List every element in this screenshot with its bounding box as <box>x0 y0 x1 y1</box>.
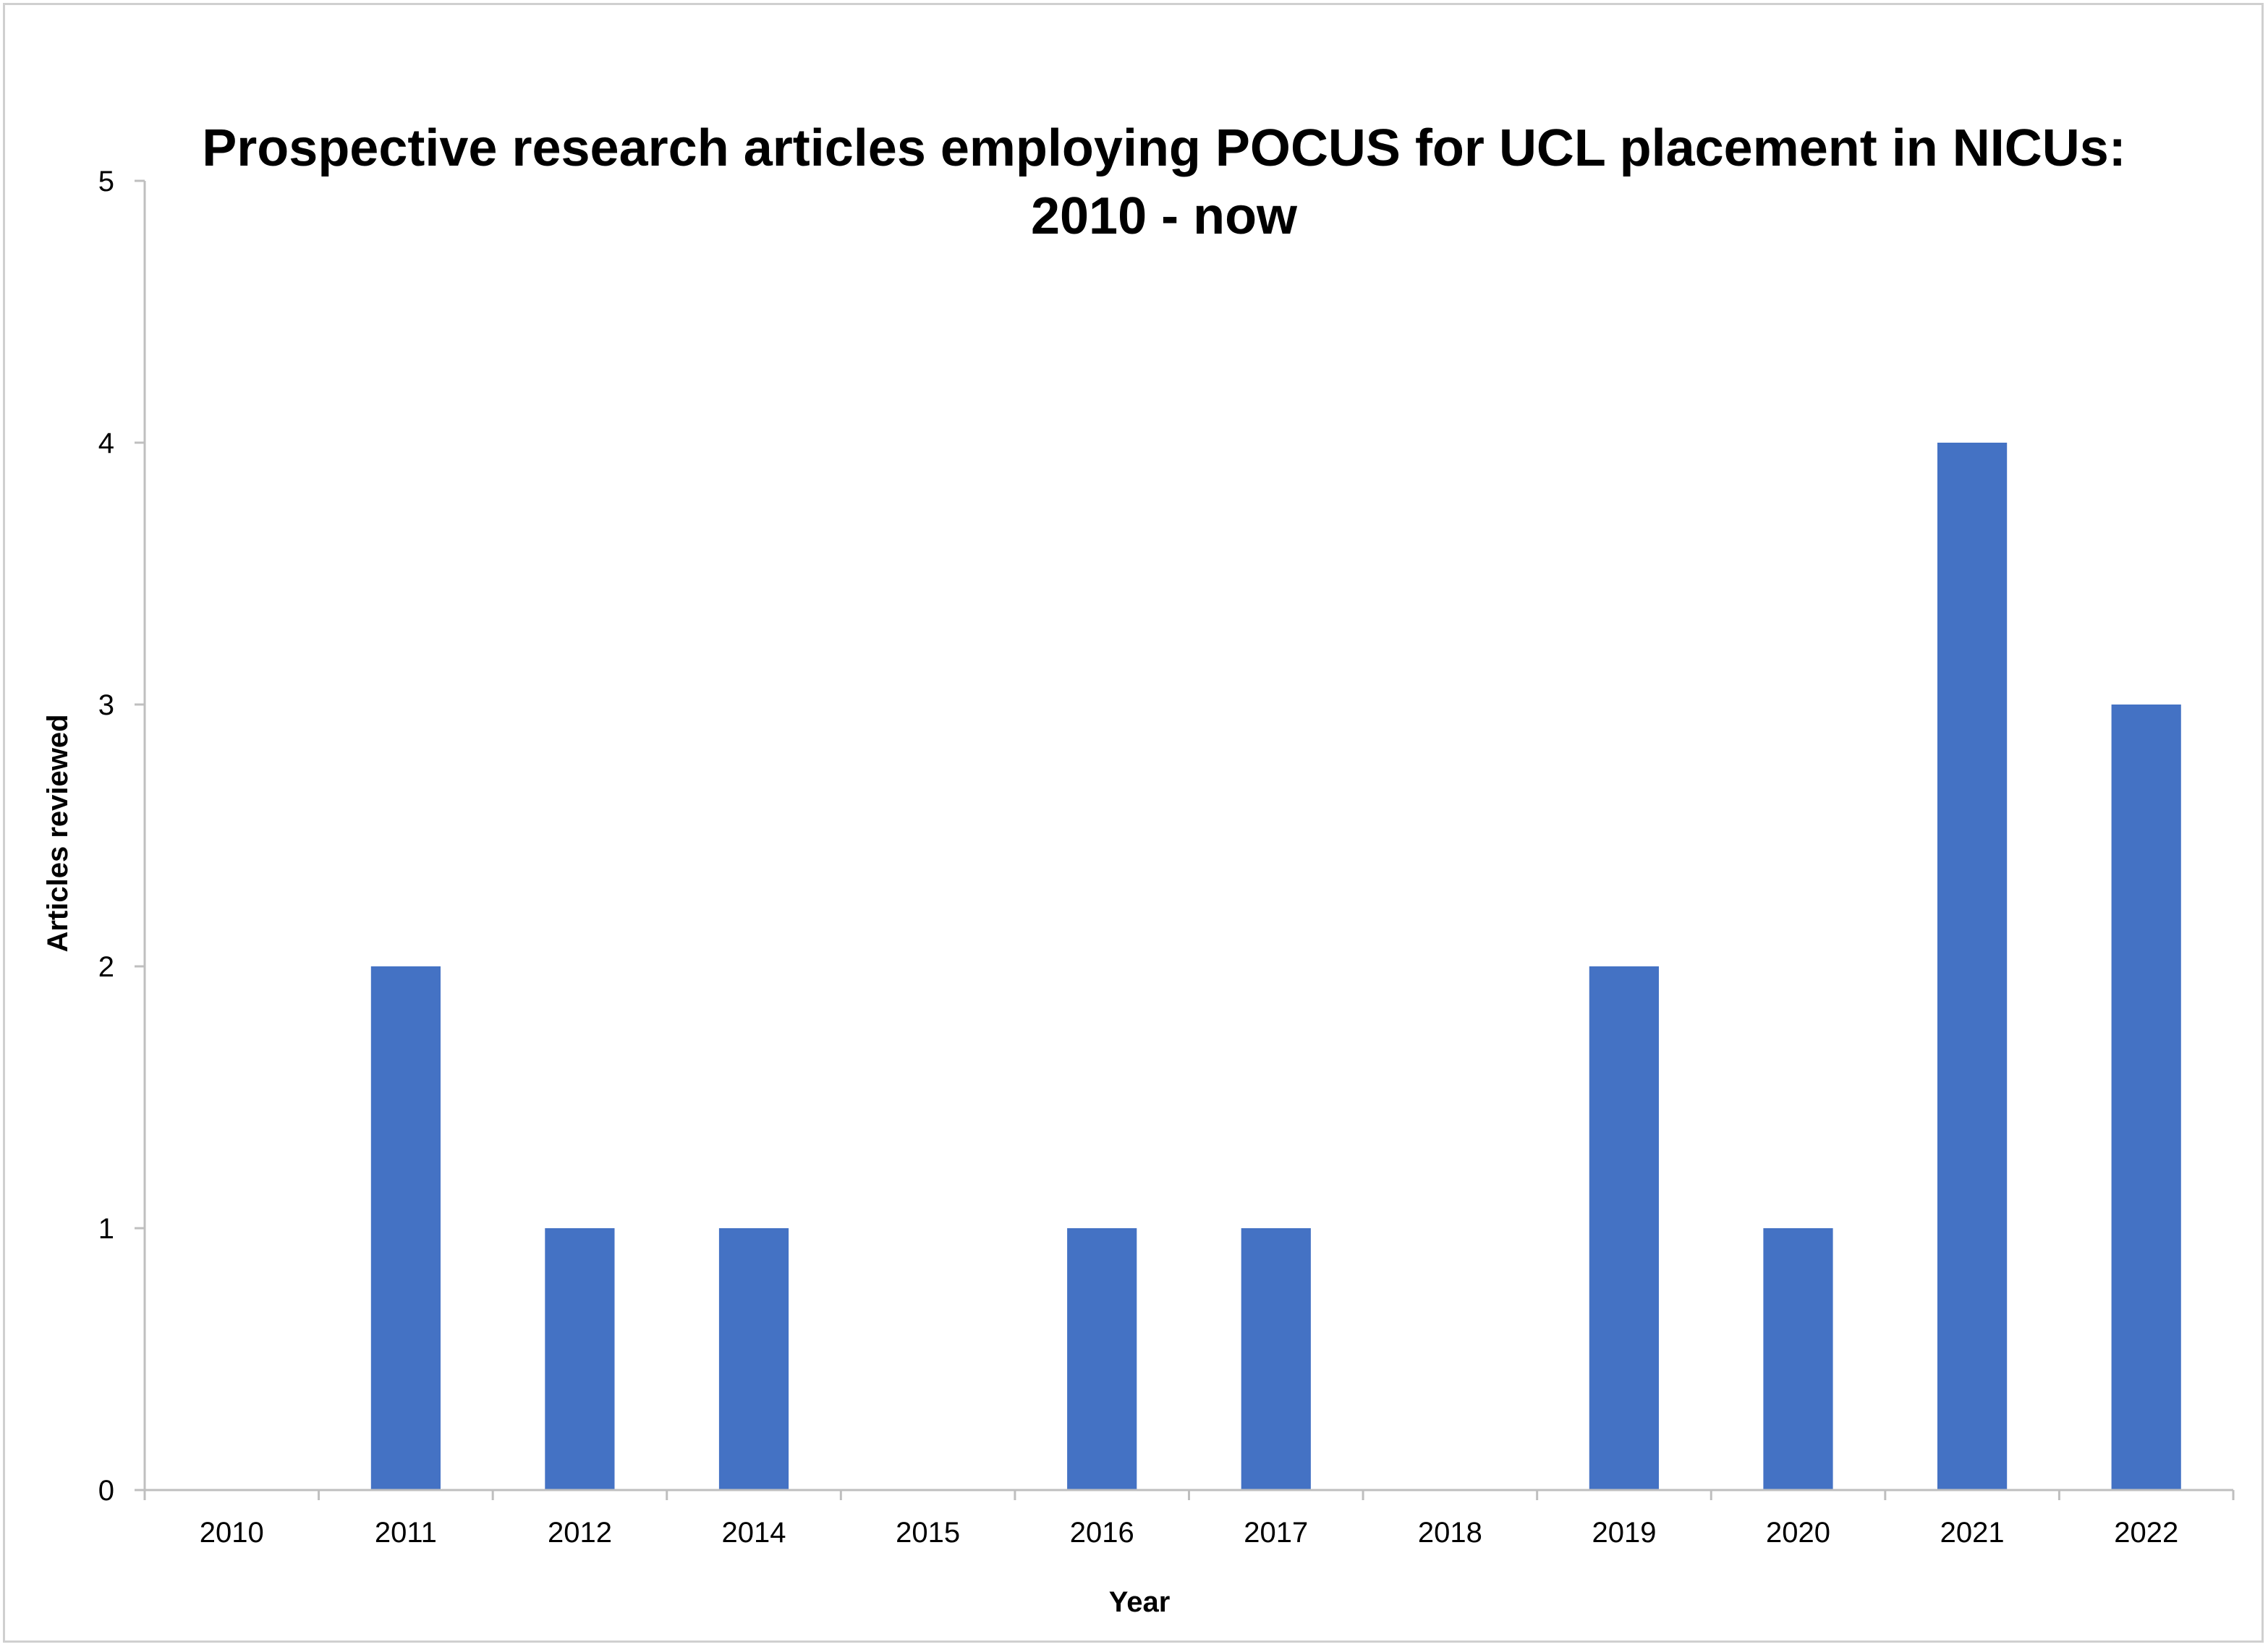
y-tick-label-5: 5 <box>98 166 114 197</box>
x-tick-label-2018: 2018 <box>1418 1517 1482 1549</box>
bar-2019 <box>1589 966 1659 1490</box>
plot-area: 0 1 2 3 4 5 2010 2011 2012 2014 2015 2016 2017 2018 20… <box>98 166 2235 1549</box>
bar-2021 <box>1937 443 2008 1490</box>
y-tick-label-1: 1 <box>98 1213 114 1245</box>
x-tick-label-2014: 2014 <box>722 1517 786 1549</box>
y-axis-title: Articles reviewed <box>42 714 74 952</box>
x-tick-label-2020: 2020 <box>1766 1517 1830 1549</box>
x-tick-label-2017: 2017 <box>1244 1517 1308 1549</box>
bar-2017 <box>1241 1228 1311 1490</box>
bar-2016 <box>1067 1228 1137 1490</box>
y-tick-label-3: 3 <box>98 689 114 721</box>
chart-title-line-2: 2010 - now <box>1031 187 1298 245</box>
bar-2011 <box>370 966 441 1490</box>
chart-title-line-1: Prospective research articles employing … <box>202 119 2126 177</box>
x-tick-label-2022: 2022 <box>2114 1517 2178 1549</box>
bar-chart: Prospective research articles employing … <box>42 119 2235 1618</box>
y-tick-label-0: 0 <box>98 1475 114 1507</box>
x-tick-label-2012: 2012 <box>548 1517 612 1549</box>
x-tick-label-2016: 2016 <box>1070 1517 1134 1549</box>
x-tick-label-2019: 2019 <box>1592 1517 1656 1549</box>
x-tick-label-2010: 2010 <box>200 1517 264 1549</box>
bar-2022 <box>2111 705 2181 1490</box>
y-tick-label-4: 4 <box>98 427 114 459</box>
chart-frame: Prospective research articles employing … <box>3 3 2264 1643</box>
x-tick-label-2021: 2021 <box>1940 1517 2005 1549</box>
x-axis-title: Year <box>1109 1586 1171 1618</box>
bar-2020 <box>1763 1228 1833 1490</box>
y-tick-label-2: 2 <box>98 951 114 983</box>
bar-2012 <box>545 1228 615 1490</box>
x-tick-label-2011: 2011 <box>375 1517 437 1549</box>
x-tick-label-2015: 2015 <box>896 1517 960 1549</box>
bar-2014 <box>718 1228 789 1490</box>
